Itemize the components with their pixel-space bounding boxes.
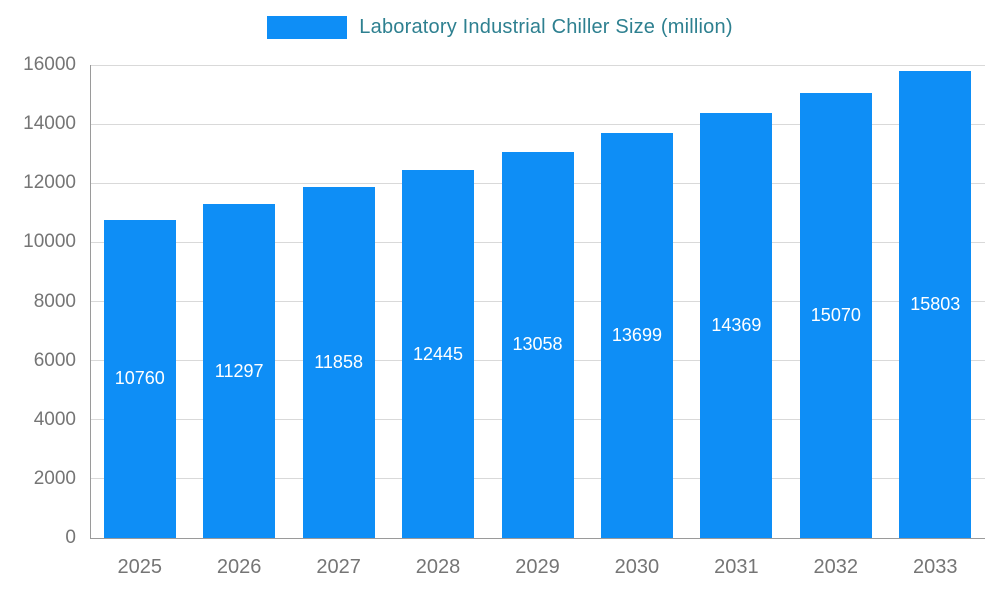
x-axis-line bbox=[90, 538, 985, 539]
bar: 13699 bbox=[600, 133, 673, 538]
x-tick-label: 2031 bbox=[714, 556, 759, 578]
bar-value-label: 15070 bbox=[810, 304, 861, 325]
gridline bbox=[90, 64, 985, 66]
bar-value-label: 11297 bbox=[214, 360, 264, 381]
y-tick-label: 6000 bbox=[33, 349, 76, 371]
y-tick-label: 8000 bbox=[33, 290, 76, 312]
x-tick-label: 2029 bbox=[515, 556, 560, 578]
plot-area: 10760 11297 11858 12445 13058 13699 14369 15070… bbox=[90, 64, 985, 538]
bars-layer: 10760 11297 11858 12445 13058 13699 14369 15070… bbox=[90, 65, 985, 538]
x-tick-label: 2026 bbox=[216, 556, 262, 578]
y-axis: 0 2000 4000 6000 8000 10000 12000 14000 16000 bbox=[0, 54, 82, 548]
y-tick-label: 10000 bbox=[23, 231, 76, 253]
bar: 13058 bbox=[501, 151, 574, 538]
bar: 14369 bbox=[700, 113, 773, 538]
bar-value-label: 13699 bbox=[611, 325, 662, 346]
x-tick-label: 2030 bbox=[614, 556, 660, 578]
y-tick-label: 4000 bbox=[33, 408, 76, 430]
bar-value-label: 10760 bbox=[114, 368, 165, 389]
bar: 15803 bbox=[899, 70, 972, 538]
y-tick-label: 16000 bbox=[23, 54, 76, 75]
chart-legend: Laboratory Industrial Chiller Size (mill… bbox=[0, 16, 1000, 39]
x-tick-label: 2032 bbox=[813, 556, 859, 578]
x-axis: 2025 2026 2027 2028 2029 2030 2031 2032 2033 bbox=[90, 550, 985, 586]
bar-value-label: 14369 bbox=[711, 315, 762, 336]
y-tick-label: 14000 bbox=[23, 113, 76, 135]
gridline bbox=[90, 123, 985, 125]
bar: 11297 bbox=[203, 204, 276, 538]
bar: 11858 bbox=[302, 187, 375, 538]
y-tick-label: 2000 bbox=[33, 467, 76, 489]
x-tick-label: 2028 bbox=[415, 556, 461, 578]
bar: 15070 bbox=[799, 92, 872, 538]
x-tick-label: 2033 bbox=[912, 556, 958, 578]
bar-value-label: 11858 bbox=[314, 352, 363, 373]
bar-value-label: 12445 bbox=[413, 343, 464, 364]
bar: 10760 bbox=[103, 219, 176, 538]
bar-value-label: 13058 bbox=[512, 334, 563, 355]
bar-value-label: 15803 bbox=[910, 293, 961, 314]
x-tick-label: 2025 bbox=[117, 556, 162, 578]
x-tick-label: 2027 bbox=[316, 556, 361, 578]
y-axis-line bbox=[90, 65, 91, 539]
y-tick-label: 0 bbox=[65, 527, 76, 548]
legend-label: Laboratory Industrial Chiller Size (mill… bbox=[359, 16, 733, 38]
bar: 12445 bbox=[402, 170, 475, 538]
legend-swatch bbox=[267, 16, 348, 39]
y-tick-label: 12000 bbox=[23, 172, 76, 194]
